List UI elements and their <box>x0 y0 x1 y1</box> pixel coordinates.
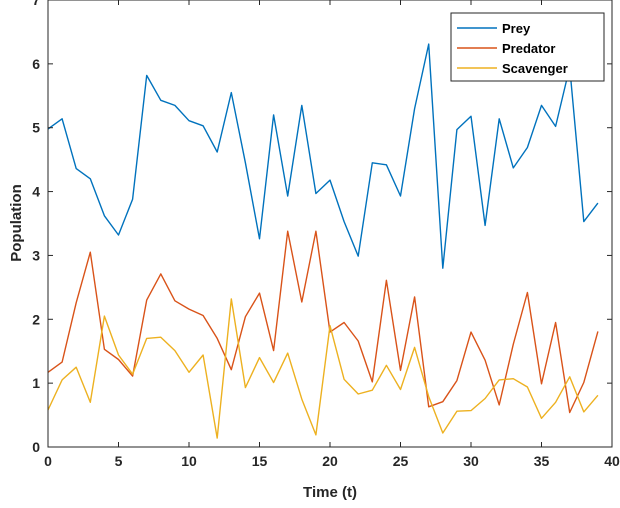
y-tick-label: 4 <box>32 184 40 200</box>
y-tick-label: 1 <box>32 375 40 391</box>
x-tick-label: 35 <box>534 453 550 469</box>
x-tick-label: 15 <box>252 453 268 469</box>
x-tick-label: 40 <box>604 453 620 469</box>
y-tick-label: 7 <box>32 0 40 8</box>
legend-label-predator: Predator <box>502 41 555 56</box>
series-line-scavenger <box>47 298 599 439</box>
series-line-prey <box>47 43 599 269</box>
axis-ticks <box>47 0 613 448</box>
x-tick-label: 5 <box>115 453 123 469</box>
legend-label-scavenger: Scavenger <box>502 61 568 76</box>
y-tick-label: 5 <box>32 120 40 136</box>
y-tick-label: 0 <box>32 439 40 455</box>
series-line-predator <box>47 230 599 414</box>
x-tick-label: 0 <box>44 453 52 469</box>
y-tick-label: 3 <box>32 247 40 263</box>
x-tick-label: 20 <box>322 453 338 469</box>
x-tick-label: 25 <box>393 453 409 469</box>
tick-labels: 0 5 10 15 20 25 30 35 40 0 1 2 3 4 5 6 7 <box>32 0 620 469</box>
y-tick-label: 2 <box>32 311 40 327</box>
legend-box <box>450 12 605 82</box>
y-axis-title: Population <box>8 184 25 262</box>
x-axis-title: Time (t) <box>303 484 357 501</box>
y-tick-label: 6 <box>32 56 40 72</box>
legend-label-prey: Prey <box>502 21 531 36</box>
series-lines <box>47 43 599 439</box>
x-tick-label: 30 <box>463 453 479 469</box>
legend: Prey Predator Scavenger <box>450 12 605 82</box>
x-tick-label: 10 <box>181 453 197 469</box>
